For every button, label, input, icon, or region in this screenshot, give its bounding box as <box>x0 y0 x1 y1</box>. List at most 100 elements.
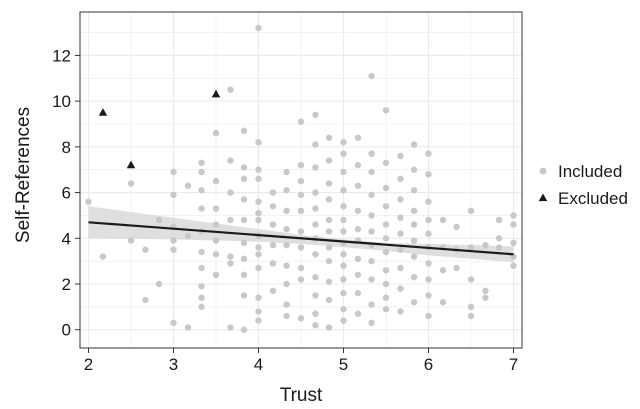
included-point <box>354 225 362 233</box>
included-point <box>198 159 205 167</box>
included-point <box>240 326 248 333</box>
included-point <box>255 166 262 173</box>
included-point <box>325 157 333 164</box>
included-point <box>269 260 277 267</box>
included-point <box>410 207 418 215</box>
included-point <box>382 267 390 274</box>
included-point <box>482 287 489 295</box>
included-point <box>255 216 262 224</box>
included-point <box>354 161 362 169</box>
included-point <box>425 260 432 267</box>
y-axis-title: Self-References <box>13 107 34 243</box>
included-point <box>297 244 305 251</box>
included-point <box>325 257 333 265</box>
included-point <box>297 207 305 215</box>
included-point <box>312 141 319 148</box>
included-point <box>240 216 248 224</box>
included-point <box>410 141 418 148</box>
included-point <box>283 225 290 233</box>
included-point <box>227 324 234 331</box>
included-point <box>269 203 277 210</box>
included-point <box>297 276 305 283</box>
included-point <box>467 303 475 311</box>
included-point <box>425 230 432 237</box>
included-point <box>510 212 517 219</box>
included-point <box>354 182 362 189</box>
included-point <box>212 205 220 212</box>
included-point <box>397 308 404 315</box>
included-point <box>170 319 177 327</box>
x-tick-label: 3 <box>169 355 178 374</box>
included-point <box>240 255 248 263</box>
included-point <box>410 221 418 228</box>
included-point <box>227 216 234 224</box>
included-point <box>439 267 447 274</box>
included-point <box>297 264 305 272</box>
included-point <box>255 251 262 258</box>
included-points <box>85 24 517 333</box>
included-point <box>255 198 262 205</box>
included-point <box>198 294 205 301</box>
included-point <box>382 203 390 210</box>
included-point <box>397 152 404 160</box>
included-point <box>495 235 503 242</box>
included-point <box>368 228 375 235</box>
included-point <box>170 246 177 253</box>
legend: Included Excluded <box>538 162 628 208</box>
included-point <box>170 237 177 244</box>
included-point <box>410 299 418 306</box>
included-point <box>198 168 205 176</box>
included-point <box>297 228 305 235</box>
included-point <box>297 191 305 199</box>
included-point <box>240 271 248 279</box>
included-point <box>354 289 362 297</box>
y-axis-ticks: 0 2 4 6 8 10 12 <box>52 46 80 340</box>
included-point <box>410 273 418 281</box>
included-point <box>312 321 319 329</box>
included-point <box>340 187 347 194</box>
included-point <box>283 187 290 194</box>
included-point <box>340 168 347 176</box>
included-point <box>184 182 192 189</box>
included-point <box>368 276 375 283</box>
included-point <box>340 251 347 258</box>
included-point <box>198 187 205 194</box>
included-point <box>325 216 333 224</box>
y-tick-label: 10 <box>52 92 71 111</box>
included-point <box>283 168 290 176</box>
included-point <box>425 216 432 224</box>
included-point <box>354 134 362 141</box>
included-point <box>382 305 390 313</box>
included-point <box>312 221 319 228</box>
included-point <box>283 280 290 288</box>
included-point <box>142 246 149 253</box>
included-point <box>212 129 220 137</box>
included-point <box>240 239 248 247</box>
included-point <box>283 312 290 320</box>
included-point <box>255 139 262 146</box>
included-point <box>198 283 205 290</box>
included-point <box>340 289 347 297</box>
y-tick-label: 2 <box>62 275 71 294</box>
legend-label-excluded: Excluded <box>558 189 628 208</box>
included-point <box>382 280 390 288</box>
included-point <box>382 107 390 114</box>
included-point <box>227 86 234 93</box>
included-point <box>453 264 460 272</box>
included-point <box>297 177 305 185</box>
included-point <box>240 292 248 299</box>
included-point <box>325 324 333 331</box>
x-axis-title: Trust <box>280 385 323 406</box>
included-point <box>198 248 205 256</box>
x-tick-label: 6 <box>424 355 433 374</box>
included-point <box>155 280 163 288</box>
included-point <box>240 196 248 203</box>
included-point <box>255 209 262 217</box>
included-point <box>212 177 220 185</box>
confidence-band <box>88 206 514 263</box>
included-point <box>170 168 177 176</box>
excluded-points <box>98 89 221 169</box>
included-point <box>297 118 305 125</box>
included-point <box>382 235 390 242</box>
